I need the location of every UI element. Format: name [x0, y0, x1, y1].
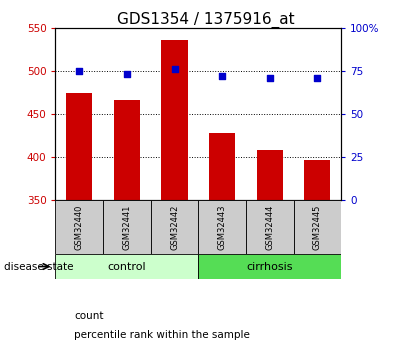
Point — [266, 75, 273, 80]
Text: GSM32441: GSM32441 — [122, 204, 132, 249]
Bar — [246, 200, 293, 254]
Bar — [198, 200, 246, 254]
Bar — [293, 200, 341, 254]
Bar — [256, 150, 283, 200]
Text: GDS1354 / 1375916_at: GDS1354 / 1375916_at — [117, 12, 294, 28]
Bar — [304, 159, 330, 200]
Bar — [162, 40, 187, 200]
Bar — [55, 200, 103, 254]
Text: count: count — [74, 311, 104, 321]
Point — [76, 68, 83, 73]
Text: GSM32444: GSM32444 — [265, 204, 274, 249]
Bar — [114, 100, 140, 200]
Point — [219, 73, 225, 79]
Point — [124, 71, 130, 77]
Point — [314, 75, 321, 80]
Text: GSM32443: GSM32443 — [217, 204, 226, 249]
Text: GSM32440: GSM32440 — [75, 204, 84, 249]
Bar — [151, 200, 198, 254]
Text: disease state: disease state — [4, 262, 74, 272]
Bar — [209, 133, 235, 200]
Bar — [103, 200, 151, 254]
Text: percentile rank within the sample: percentile rank within the sample — [74, 330, 250, 339]
Bar — [66, 93, 92, 200]
Text: GSM32445: GSM32445 — [313, 204, 322, 249]
Text: control: control — [108, 262, 146, 272]
Point — [171, 66, 178, 72]
Text: cirrhosis: cirrhosis — [247, 262, 293, 272]
Text: GSM32442: GSM32442 — [170, 204, 179, 249]
Bar — [55, 254, 198, 279]
Bar — [198, 254, 341, 279]
